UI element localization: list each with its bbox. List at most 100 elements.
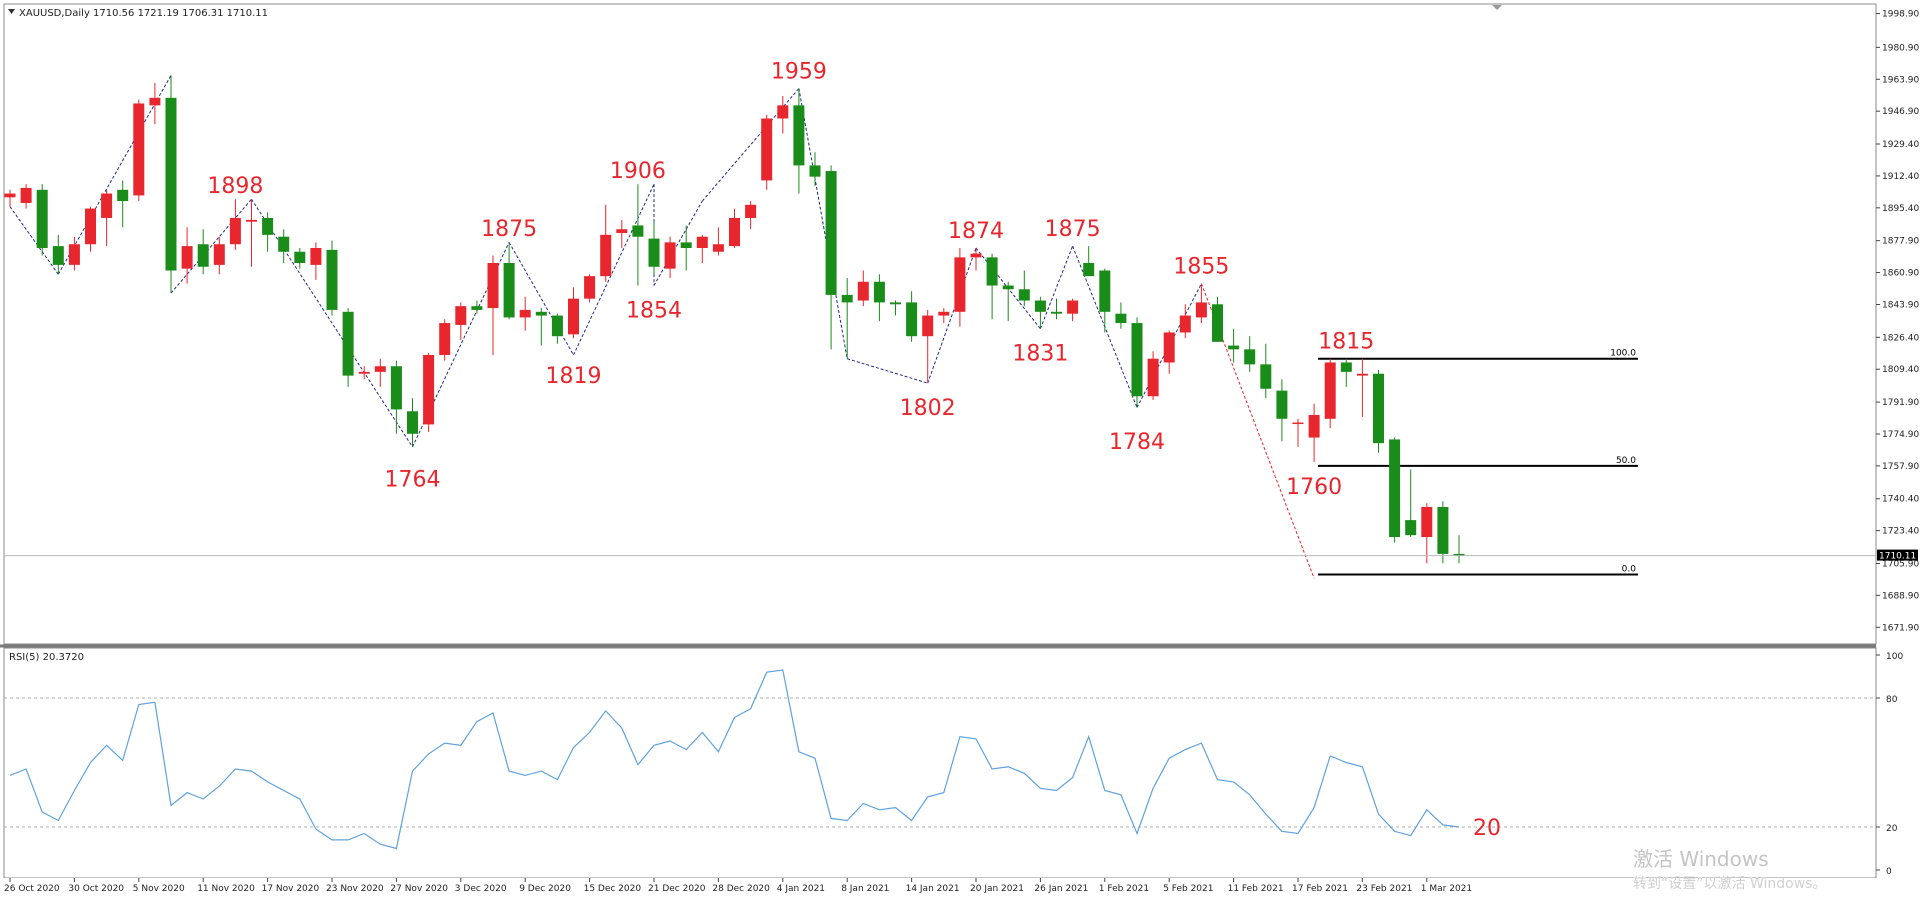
rsi-tick-label: 0: [1886, 867, 1892, 877]
candle: [664, 236, 676, 279]
swing-label: 1802: [900, 396, 956, 421]
bearish-candle-body: [841, 294, 853, 303]
swing-label: 1764: [385, 467, 441, 492]
candle: [1195, 283, 1207, 324]
bullish-candle-body: [181, 246, 193, 269]
bearish-candle-body: [471, 306, 483, 310]
zigzag-segment: [170, 198, 252, 294]
bullish-candle-body: [616, 229, 628, 233]
bearish-candle-body: [117, 189, 129, 202]
bullish-candle-body: [439, 323, 451, 355]
time-tick-label: 21 Dec 2020: [648, 884, 706, 894]
candle: [262, 212, 274, 252]
bullish-candle-body: [970, 253, 982, 258]
bullish-candle-body: [101, 193, 113, 218]
bearish-candle-body: [680, 242, 692, 248]
candle: [1260, 343, 1272, 399]
bullish-candle-body: [857, 281, 869, 301]
candle: [342, 308, 354, 387]
rsi-panel-frame: [3, 647, 1877, 879]
time-tick-label: 11 Feb 2021: [1228, 884, 1284, 894]
candle: [712, 227, 724, 256]
candle: [1002, 281, 1014, 322]
candle: [1083, 246, 1095, 277]
time-axis: 26 Oct 2020 30 Oct 2020 5 Nov 2020 11 Nov 2…: [4, 878, 1472, 894]
candle: [1292, 418, 1304, 447]
time-tick-label: 5 Feb 2021: [1163, 884, 1213, 894]
rsi-tick-label: 20: [1886, 824, 1898, 834]
swing-label: 1760: [1286, 475, 1342, 500]
candle: [1163, 330, 1175, 374]
time-tick-label: 23 Nov 2020: [326, 884, 384, 894]
candle: [1421, 503, 1433, 564]
price-axis: 1998.90 1980.90 1963.90 1946.90 1929.40 1912.…: [1876, 10, 1919, 633]
candle: [1373, 369, 1384, 453]
candle: [68, 236, 80, 271]
candle: [133, 99, 145, 202]
candle: [1324, 358, 1336, 429]
candle: [52, 234, 64, 275]
candle: [1115, 302, 1127, 329]
bullish-candle-body: [922, 315, 934, 337]
bullish-candle-body: [68, 244, 80, 265]
candle: [890, 300, 901, 316]
candle: [1034, 296, 1046, 329]
rsi-tick-label: 80: [1886, 695, 1898, 705]
candle: [117, 180, 129, 228]
candle: [568, 287, 579, 339]
candle: [407, 398, 418, 447]
candle: [229, 199, 241, 250]
bullish-candle-body: [600, 234, 612, 277]
fib-level-label: 0.0: [1622, 565, 1637, 575]
candle: [761, 114, 773, 190]
bearish-candle-body: [197, 244, 209, 267]
candle: [374, 358, 386, 387]
candle: [36, 184, 48, 256]
time-tick-label: 1 Mar 2021: [1421, 884, 1472, 894]
swing-label: 1959: [771, 59, 827, 84]
bullish-candle-body: [1163, 332, 1175, 363]
candle: [632, 184, 644, 286]
bearish-candle-body: [906, 302, 918, 337]
candle: [181, 227, 193, 284]
swing-label: 1784: [1109, 430, 1165, 455]
shift-marker-icon[interactable]: [1492, 5, 1502, 10]
activation-watermark-subtitle: 转到“设置”以激活 Windows。: [1633, 875, 1826, 892]
swing-label: 1906: [610, 159, 666, 184]
chart-menu-triangle-icon[interactable]: [8, 9, 15, 14]
time-tick-label: 26 Jan 2021: [1034, 884, 1088, 894]
candle: [648, 221, 660, 275]
bullish-candle-body: [745, 204, 757, 218]
bearish-candle-body: [262, 217, 274, 235]
price-tick-label: 1877.90: [1882, 237, 1919, 247]
bearish-candle-body: [278, 236, 290, 252]
candle: [551, 313, 563, 344]
bullish-candle-body: [584, 276, 596, 299]
price-tick-label: 1946.90: [1882, 107, 1919, 117]
bearish-candle-body: [1034, 300, 1046, 312]
candle: [101, 189, 113, 247]
bearish-candle-body: [326, 249, 338, 310]
bearish-candle-body: [1131, 323, 1143, 397]
price-tick-label: 1671.90: [1882, 623, 1919, 633]
bearish-candle-body: [1389, 439, 1401, 538]
bearish-candle-body: [632, 225, 644, 237]
bullish-candle-body: [310, 247, 322, 265]
bullish-candle-body: [4, 193, 16, 198]
time-tick-label: 1 Feb 2021: [1099, 884, 1149, 894]
price-tick-label: 1895.40: [1882, 204, 1919, 214]
candle: [745, 201, 757, 230]
current-price-box: [1877, 549, 1918, 561]
time-tick-label: 30 Oct 2020: [68, 884, 124, 894]
candle: [326, 240, 338, 316]
price-tick-label: 1740.40: [1882, 495, 1919, 505]
fib-level-label: 50.0: [1616, 456, 1636, 466]
time-tick-label: 27 Nov 2020: [390, 884, 448, 894]
fibonacci-levels[interactable]: 100.0 50.0 0.0: [1318, 349, 1638, 576]
fib-level-label: 100.0: [1610, 349, 1636, 359]
zigzag-segment: [9, 206, 59, 275]
rsi-tick-label: 100: [1886, 652, 1903, 662]
candle: [1356, 358, 1368, 417]
price-tick-label: 1688.90: [1882, 591, 1919, 601]
bearish-candle-body: [1340, 362, 1352, 372]
